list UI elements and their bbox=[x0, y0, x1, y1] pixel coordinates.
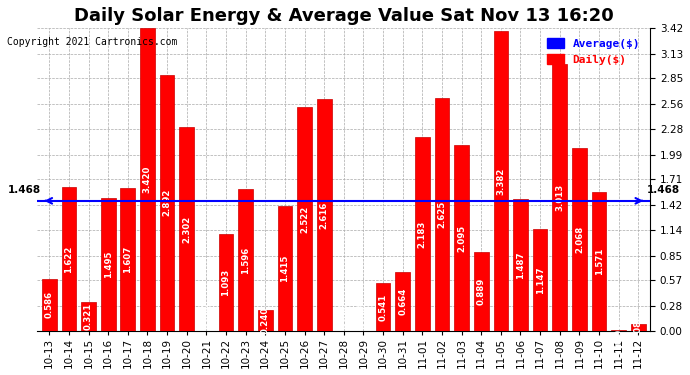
Bar bbox=[454, 145, 469, 331]
Text: 2.183: 2.183 bbox=[418, 220, 427, 248]
Bar bbox=[591, 192, 607, 331]
Bar bbox=[121, 189, 135, 331]
Text: 0.541: 0.541 bbox=[379, 293, 388, 321]
Bar bbox=[238, 189, 253, 331]
Bar bbox=[415, 138, 430, 331]
Text: 1.147: 1.147 bbox=[535, 266, 544, 294]
Text: 1.487: 1.487 bbox=[516, 251, 525, 279]
Legend: Average($), Daily($): Average($), Daily($) bbox=[542, 33, 644, 69]
Text: 1.596: 1.596 bbox=[241, 246, 250, 274]
Bar bbox=[631, 324, 646, 331]
Text: 2.522: 2.522 bbox=[300, 206, 309, 233]
Text: 1.468: 1.468 bbox=[8, 186, 41, 195]
Text: 1.495: 1.495 bbox=[104, 251, 112, 278]
Text: 0.889: 0.889 bbox=[477, 278, 486, 305]
Text: 2.068: 2.068 bbox=[575, 226, 584, 253]
Text: 0.000: 0.000 bbox=[202, 302, 211, 329]
Bar bbox=[179, 127, 194, 331]
Bar bbox=[493, 31, 509, 331]
Bar bbox=[375, 283, 391, 331]
Bar bbox=[219, 234, 233, 331]
Bar bbox=[277, 206, 293, 331]
Text: 1.468: 1.468 bbox=[647, 186, 680, 195]
Text: 0.664: 0.664 bbox=[398, 288, 407, 315]
Bar bbox=[258, 310, 273, 331]
Text: 1.415: 1.415 bbox=[280, 255, 289, 282]
Bar bbox=[140, 28, 155, 331]
Title: Daily Solar Energy & Average Value Sat Nov 13 16:20: Daily Solar Energy & Average Value Sat N… bbox=[74, 7, 613, 25]
Text: 3.382: 3.382 bbox=[496, 167, 505, 195]
Bar bbox=[101, 198, 115, 331]
Bar bbox=[297, 108, 312, 331]
Bar bbox=[317, 99, 331, 331]
Text: 0.321: 0.321 bbox=[84, 303, 93, 330]
Text: 3.420: 3.420 bbox=[143, 166, 152, 193]
Bar bbox=[474, 252, 489, 331]
Text: 1.622: 1.622 bbox=[64, 245, 73, 273]
Bar bbox=[572, 148, 586, 331]
Text: 2.095: 2.095 bbox=[457, 225, 466, 252]
Text: 0.080: 0.080 bbox=[634, 314, 643, 341]
Bar bbox=[42, 279, 57, 331]
Bar bbox=[61, 187, 77, 331]
Text: 1.093: 1.093 bbox=[221, 269, 230, 296]
Text: 0.000: 0.000 bbox=[339, 302, 348, 329]
Bar bbox=[81, 302, 96, 331]
Bar bbox=[395, 272, 410, 331]
Text: 0.586: 0.586 bbox=[45, 291, 54, 318]
Text: 1.607: 1.607 bbox=[124, 246, 132, 273]
Bar bbox=[435, 98, 449, 331]
Bar bbox=[611, 330, 626, 331]
Bar bbox=[553, 64, 567, 331]
Text: 0.240: 0.240 bbox=[261, 307, 270, 334]
Text: 2.616: 2.616 bbox=[319, 201, 328, 229]
Text: 2.302: 2.302 bbox=[182, 215, 191, 243]
Text: 1.571: 1.571 bbox=[595, 248, 604, 275]
Text: 3.013: 3.013 bbox=[555, 184, 564, 211]
Text: Copyright 2021 Cartronics.com: Copyright 2021 Cartronics.com bbox=[7, 37, 177, 47]
Text: 2.625: 2.625 bbox=[437, 201, 446, 228]
Bar bbox=[159, 75, 175, 331]
Bar bbox=[513, 199, 528, 331]
Bar bbox=[533, 229, 547, 331]
Text: 0.000: 0.000 bbox=[359, 302, 368, 329]
Text: 2.892: 2.892 bbox=[163, 189, 172, 216]
Text: 0.012: 0.012 bbox=[614, 317, 623, 344]
